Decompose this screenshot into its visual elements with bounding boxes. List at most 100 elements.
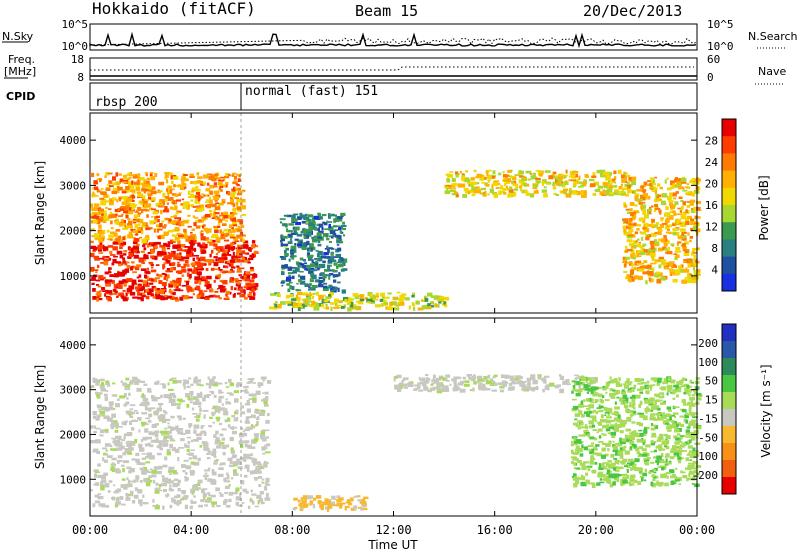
range-gate-cell [224,480,231,483]
range-gate-cell [587,385,591,388]
range-gate-cell [338,258,344,263]
range-gate-cell [309,243,314,248]
range-gate-cell [650,252,656,257]
range-gate-cell [181,496,188,500]
range-gate-cell [250,489,253,493]
range-gate-cell [650,178,653,183]
range-gate-cell [129,420,133,425]
range-gate-cell [167,296,172,299]
range-gate-cell [249,296,256,300]
range-gate-cell [119,196,122,202]
range-gate-cell [151,395,155,399]
range-gate-cell [640,185,645,189]
range-gate-cell [640,231,646,235]
range-gate-cell [149,172,153,177]
range-gate-cell [537,375,542,380]
range-gate-cell [328,294,331,297]
range-gate-cell [105,416,110,419]
range-gate-cell [184,444,190,448]
range-gate-cell [157,205,164,208]
range-gate-cell [127,172,132,176]
range-gate-cell [224,492,228,494]
range-gate-cell [554,178,558,183]
range-gate-cell [192,206,197,208]
range-gate-cell [607,463,610,467]
range-gate-cell [604,385,609,389]
range-gate-cell [645,280,648,285]
range-gate-cell [686,385,693,388]
range-gate-cell [657,183,661,187]
range-gate-cell [358,506,362,509]
range-gate-cell [177,456,180,462]
range-gate-cell [327,501,333,506]
range-gate-cell [672,197,677,200]
range-gate-cell [599,191,605,196]
range-gate-cell [319,263,326,269]
range-gate-cell [95,293,99,296]
range-gate-cell [580,381,583,384]
range-tick-label: 1000 [60,270,87,283]
range-gate-cell [670,272,673,277]
range-gate-cell [638,241,641,244]
range-gate-cell [512,386,515,391]
range-gate-cell [128,479,131,484]
range-gate-cell [675,191,679,194]
range-gate-cell [164,411,168,415]
range-gate-cell [148,475,152,479]
range-gate-cell [482,379,486,382]
range-gate-cell [591,418,596,421]
range-gate-cell [308,288,311,291]
range-gate-cell [381,303,384,307]
range-gate-cell [327,248,330,254]
range-gate-cell [611,475,617,479]
range-gate-cell [572,190,578,194]
range-gate-cell [95,271,98,273]
range-gate-cell [676,213,682,215]
range-gate-cell [122,452,127,456]
range-gate-cell [591,483,596,489]
range-gate-cell [695,190,698,193]
range-gate-cell [619,423,623,426]
range-gate-cell [347,307,352,312]
range-gate-cell [186,286,193,292]
range-gate-cell [456,376,462,379]
range-gate-cell [305,213,308,217]
range-gate-cell [174,478,179,481]
range-gate-cell [155,215,160,218]
range-gate-cell [587,444,594,448]
range-gate-cell [229,224,233,229]
range-gate-cell [638,429,643,432]
range-gate-cell [311,217,316,222]
range-gate-cell [590,389,594,395]
range-gate-cell [661,440,666,445]
range-gate-cell [553,175,559,179]
range-gate-cell [107,271,112,274]
range-gate-cell [224,239,230,242]
range-gate-cell [384,302,388,305]
range-gate-cell [162,192,166,198]
range-gate-cell [241,205,246,210]
range-gate-cell [293,213,299,216]
range-gate-cell [213,462,218,465]
range-gate-cell [232,208,235,212]
range-gate-cell [189,176,195,178]
range-gate-cell [132,271,137,274]
range-gate-cell [613,185,618,188]
range-gate-cell [244,278,250,282]
range-gate-cell [99,290,102,292]
range-gate-cell [672,448,677,453]
range-gate-cell [674,270,681,276]
range-gate-cell [174,206,178,211]
range-gate-cell [154,277,160,280]
range-gate-cell [654,274,660,278]
range-gate-cell [623,259,628,262]
range-gate-cell [440,296,445,299]
range-gate-cell [207,450,212,453]
range-gate-cell [605,468,608,470]
range-gate-cell [245,416,249,421]
range-gate-cell [171,297,178,300]
range-gate-cell [288,233,293,238]
range-gate-cell [455,174,459,178]
range-gate-cell [197,487,201,490]
range-gate-cell [264,444,269,447]
